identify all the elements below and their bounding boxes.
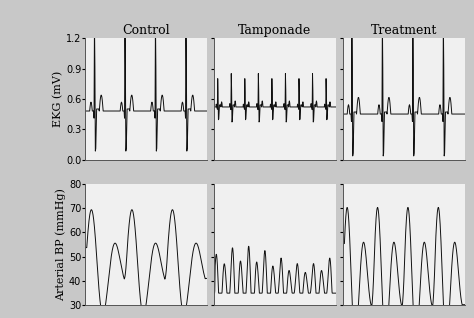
Y-axis label: EKG (mV): EKG (mV) <box>53 71 63 127</box>
Title: Tamponade: Tamponade <box>238 24 311 37</box>
Title: Control: Control <box>122 24 170 37</box>
Title: Treatment: Treatment <box>371 24 437 37</box>
Y-axis label: Arterial BP (mmHg): Arterial BP (mmHg) <box>55 188 66 301</box>
